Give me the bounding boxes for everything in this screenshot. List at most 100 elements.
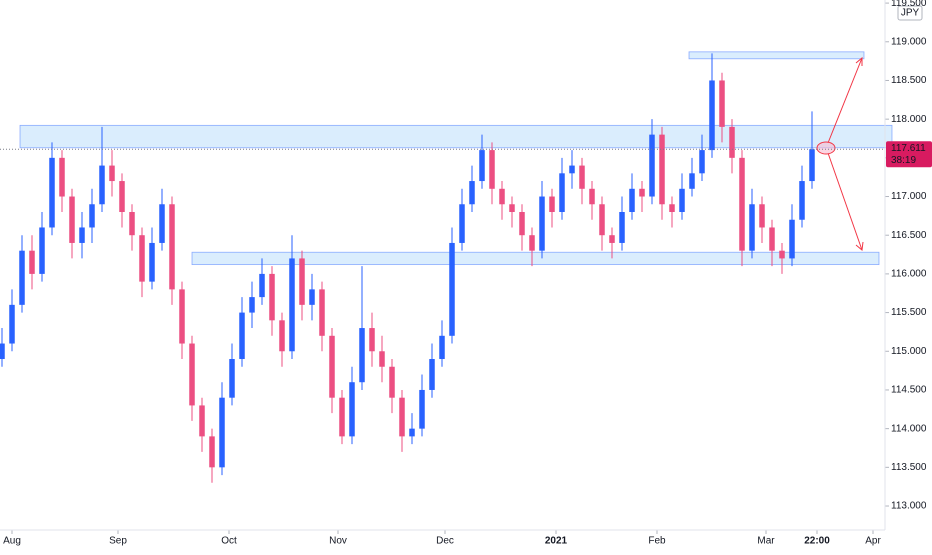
candle-body	[789, 219, 795, 259]
candle-body	[619, 212, 625, 243]
candle-body	[169, 204, 175, 290]
candle-body	[79, 227, 85, 243]
candle-body	[249, 297, 255, 313]
candle-body	[69, 196, 75, 243]
arrow-head	[855, 56, 863, 66]
candle-body	[609, 235, 615, 243]
candle-body	[509, 204, 515, 212]
candle-body	[679, 188, 685, 212]
candle-body	[239, 312, 245, 360]
candle-body	[129, 212, 135, 236]
x-tick-label: 22:00	[804, 536, 830, 547]
candle-body	[669, 204, 675, 212]
last-price-label: 117.611	[891, 143, 926, 154]
y-tick-label: 113.500	[891, 462, 927, 473]
candle-body	[389, 366, 395, 398]
y-tick-label: 117.000	[891, 191, 927, 202]
candle-body	[399, 397, 405, 437]
candle-body	[89, 204, 95, 228]
y-tick-label: 115.000	[891, 346, 927, 357]
candle-body	[649, 134, 655, 197]
x-tick-label: Mar	[757, 536, 775, 547]
candle-body	[639, 188, 645, 197]
candle-body	[99, 165, 105, 205]
x-tick-label: Dec	[436, 536, 454, 547]
candle-body	[209, 436, 215, 468]
candle-body	[409, 428, 415, 437]
x-tick-label: Feb	[648, 536, 666, 547]
highlight-circle	[816, 141, 836, 155]
candle-body	[539, 196, 545, 251]
candle-body	[159, 204, 165, 243]
candle-body	[549, 196, 555, 212]
currency-box	[897, 5, 923, 21]
currency: JPY	[901, 8, 920, 19]
candle-body	[529, 235, 535, 251]
candle-body	[359, 328, 365, 383]
y-tick-label: 116.000	[891, 269, 927, 280]
candle-body	[329, 335, 335, 398]
candle-body	[309, 289, 315, 305]
candle-body	[319, 289, 325, 336]
x-tick-label: Oct	[221, 536, 237, 547]
candle-body	[719, 80, 725, 127]
candle-body	[19, 250, 25, 305]
projection-arrows	[816, 56, 864, 251]
candle-body	[429, 359, 435, 390]
candle-body	[459, 204, 465, 243]
y-tick-label: 119.500	[891, 0, 927, 9]
candle-body	[269, 273, 275, 321]
candle-body	[599, 204, 605, 236]
candle-body	[759, 204, 765, 228]
candle-body	[659, 134, 665, 205]
candle-body	[149, 242, 155, 282]
candle-body	[279, 320, 285, 352]
x-tick-label: Apr	[865, 536, 881, 547]
y-tick-label: 119.000	[891, 36, 927, 47]
candle-body	[39, 227, 45, 274]
candle-body	[109, 165, 115, 182]
y-tick-label: 118.000	[891, 114, 927, 125]
candle-body	[189, 343, 195, 406]
candle-body	[779, 250, 785, 259]
candle-body	[0, 343, 5, 360]
candle-body	[729, 126, 735, 158]
candle-body	[379, 351, 385, 367]
candles	[0, 53, 815, 483]
x-tick-label: 2021	[545, 536, 568, 547]
candle-body	[439, 335, 445, 360]
candle-body	[559, 173, 565, 212]
x-tick-label: Nov	[329, 536, 347, 547]
candle-body	[809, 149, 815, 182]
x-tick-label: Aug	[3, 536, 21, 547]
candle-body	[469, 181, 475, 205]
y-tick-label: 114.500	[891, 385, 927, 396]
zones	[19, 51, 893, 266]
zone	[191, 251, 880, 266]
y-tick-label: 115.500	[891, 307, 927, 318]
candle-body	[629, 188, 635, 212]
candle-body	[119, 181, 125, 212]
y-tick-label: 114.000	[891, 423, 927, 434]
candle-body	[49, 157, 55, 228]
candle-body	[689, 173, 695, 189]
arrow-up	[827, 57, 863, 144]
candle-body	[489, 150, 495, 189]
y-tick-label: 113.000	[891, 501, 927, 512]
candle-body	[339, 397, 345, 437]
candle-body	[369, 328, 375, 352]
candle-body	[499, 188, 505, 205]
candle-body	[59, 157, 65, 197]
candle-body	[299, 258, 305, 305]
countdown: 38:19	[891, 155, 916, 166]
candle-body	[229, 359, 235, 398]
candle-body	[579, 165, 585, 189]
candle-body	[29, 250, 35, 274]
arrow-head	[855, 241, 864, 251]
candle-body	[259, 273, 265, 298]
candle-body	[419, 389, 425, 429]
zone	[688, 51, 865, 60]
